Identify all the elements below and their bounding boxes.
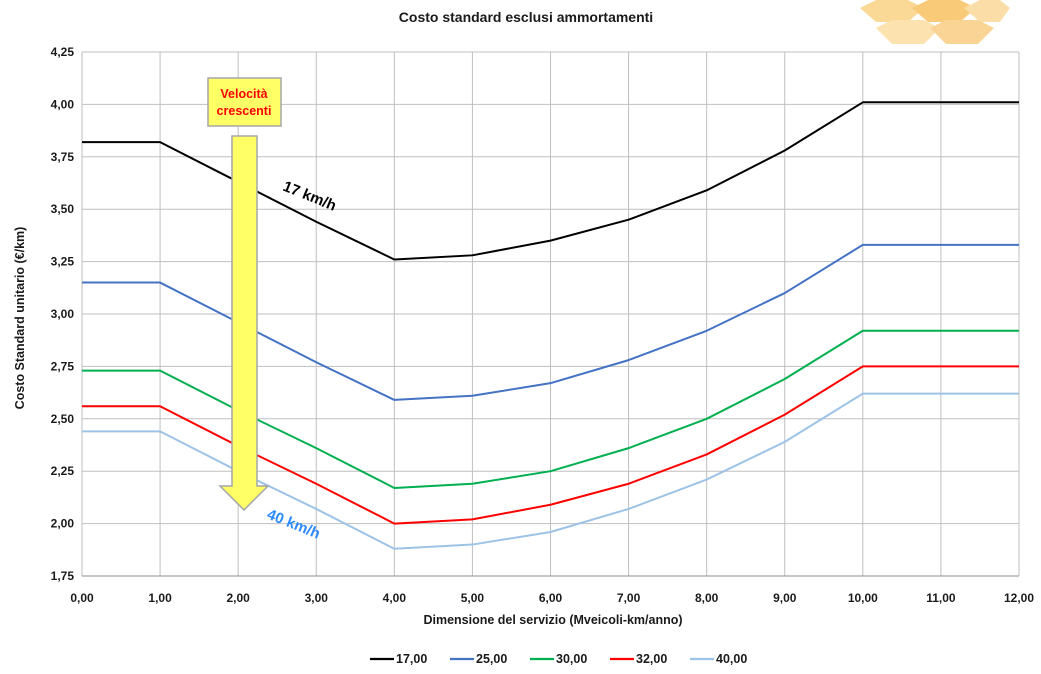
y-tick-label: 3,75 [51, 150, 75, 164]
speed-callout: Velocità crescenti [207, 77, 282, 512]
legend-label: 30,00 [556, 652, 587, 666]
legend-label: 40,00 [716, 652, 747, 666]
x-axis-label: Dimensione del servizio (Mveicoli-km/ann… [423, 613, 682, 627]
x-tick-label: 7,00 [617, 591, 641, 605]
callout-line2: crescenti [217, 104, 272, 118]
x-tick-label: 4,00 [383, 591, 407, 605]
y-tick-label: 2,25 [51, 464, 75, 478]
legend-label: 25,00 [476, 652, 507, 666]
y-axis-label: Costo Standard unitario (€/km) [13, 227, 27, 410]
legend: 17,00 25,00 30,00 32,00 40,00 [370, 652, 747, 666]
logo-hexagons-icon [860, 0, 1010, 44]
chart-title: Costo standard esclusi ammortamenti [399, 9, 653, 25]
x-tick-label: 0,00 [70, 591, 94, 605]
y-tick-label: 2,50 [51, 412, 75, 426]
x-tick-label: 8,00 [695, 591, 719, 605]
x-tick-label: 11,00 [926, 591, 956, 605]
callout-line1: Velocità [220, 87, 267, 101]
x-tick-label: 10,00 [848, 591, 878, 605]
x-tick-labels: 0,00 1,00 2,00 3,00 4,00 5,00 6,00 7,00 8,00 9,00… [70, 591, 1034, 605]
down-arrow-icon [218, 135, 270, 512]
annotation-40kmh: 40 km/h [265, 506, 323, 543]
x-tick-label: 3,00 [305, 591, 329, 605]
y-tick-label: 4,25 [51, 45, 75, 59]
legend-label: 32,00 [636, 652, 667, 666]
y-tick-label: 4,00 [51, 97, 75, 111]
y-tick-label: 1,75 [51, 569, 75, 583]
x-tick-label: 12,00 [1004, 591, 1034, 605]
y-tick-label: 2,75 [51, 359, 75, 373]
x-tick-label: 6,00 [539, 591, 563, 605]
x-tick-label: 5,00 [461, 591, 485, 605]
y-tick-label: 3,50 [51, 202, 75, 216]
y-tick-label: 2,00 [51, 517, 75, 531]
callout-box [207, 77, 282, 127]
y-tick-labels: 1,75 2,00 2,25 2,50 2,75 3,00 3,25 3,50 3,75 4,00… [51, 45, 75, 583]
x-tick-label: 9,00 [773, 591, 797, 605]
y-tick-label: 3,00 [51, 307, 75, 321]
x-tick-label: 2,00 [226, 591, 250, 605]
legend-label: 17,00 [396, 652, 427, 666]
y-tick-label: 3,25 [51, 255, 75, 269]
x-tick-label: 1,00 [148, 591, 172, 605]
